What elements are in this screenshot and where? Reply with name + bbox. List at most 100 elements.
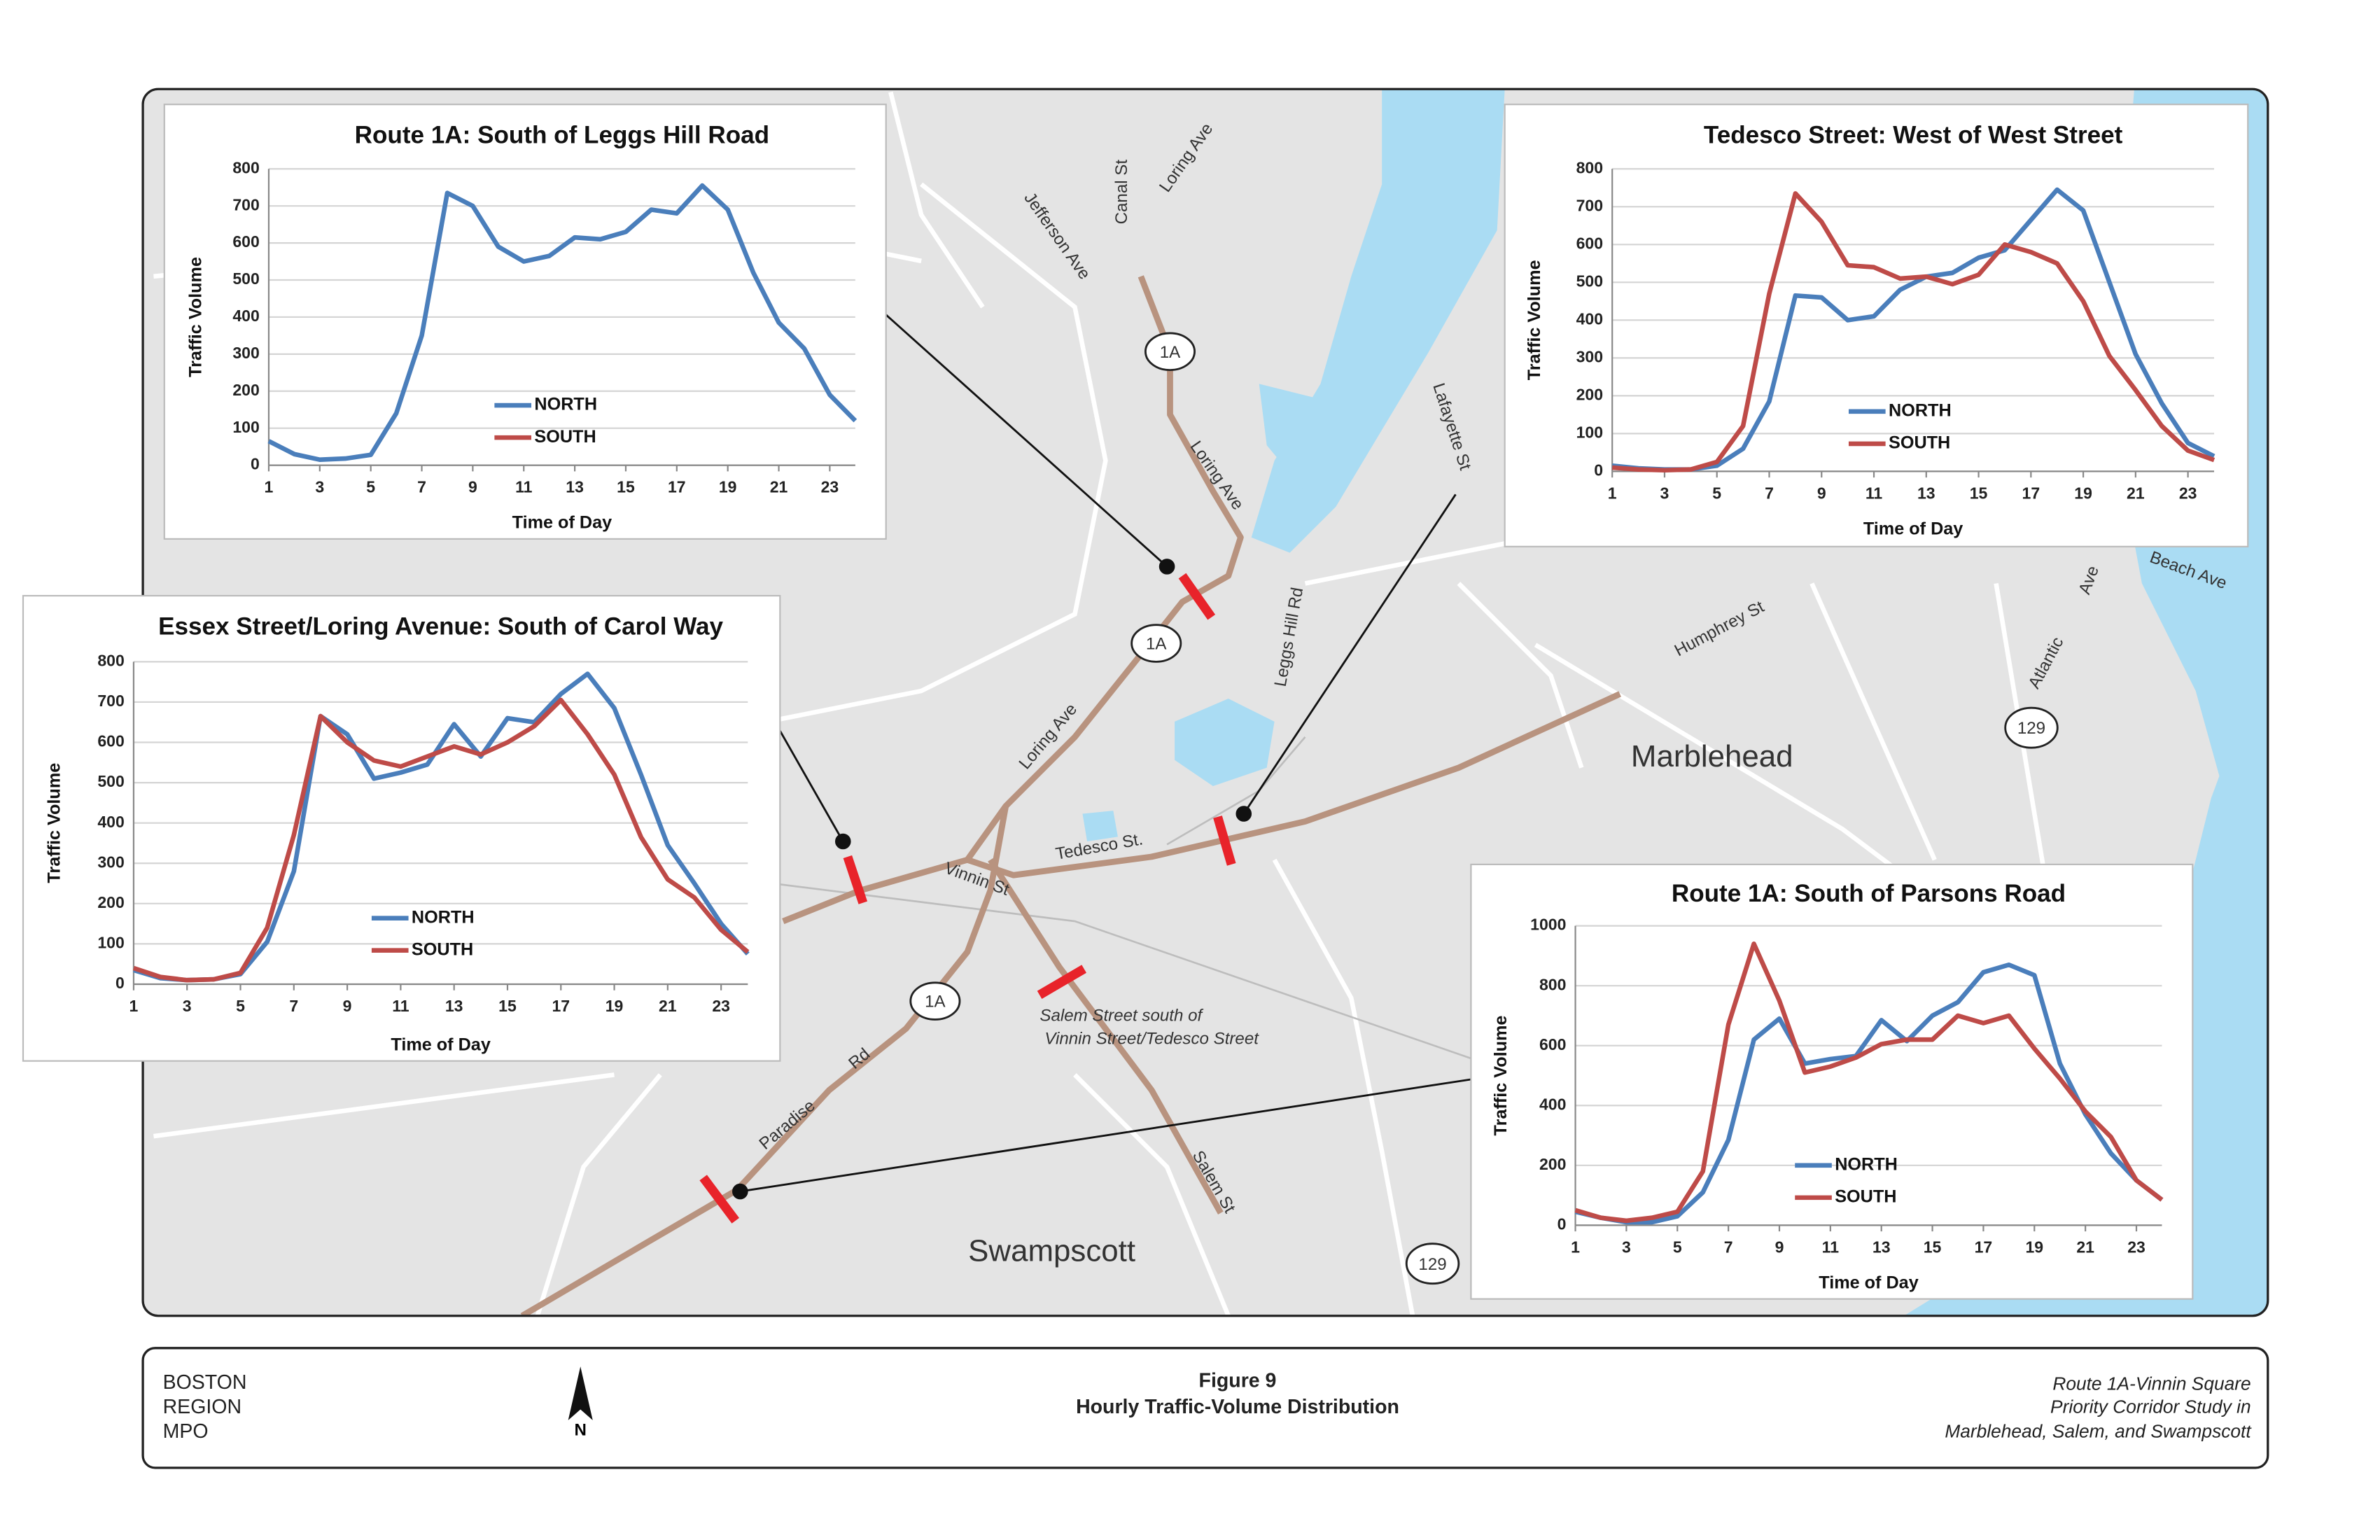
- y-tick-label: 400: [97, 813, 124, 831]
- legend-label: SOUTH: [534, 427, 596, 447]
- pond: [1259, 384, 1352, 491]
- count-marker: [1178, 573, 1216, 620]
- x-tick-label: 1: [130, 997, 139, 1015]
- legend-label: SOUTH: [1835, 1187, 1896, 1207]
- chart-title: Essex Street/Loring Avenue: South of Car…: [158, 612, 723, 640]
- x-tick-label: 23: [712, 997, 730, 1015]
- x-tick-label: 9: [1817, 484, 1826, 502]
- street-label: Canal St: [1112, 160, 1131, 225]
- agency-line: BOSTON: [163, 1371, 247, 1394]
- x-tick-label: 21: [2127, 484, 2145, 502]
- x-tick-label: 19: [719, 478, 737, 496]
- north-label: N: [575, 1421, 587, 1440]
- y-tick-label: 300: [1576, 347, 1603, 365]
- y-tick-label: 300: [232, 344, 259, 362]
- callout-line: [1242, 493, 1457, 815]
- town-label: Swampscott: [968, 1233, 1135, 1268]
- x-tick-label: 1: [265, 478, 274, 496]
- study-line: Marblehead, Salem, and Swampscott: [1945, 1420, 2252, 1441]
- shield-label: 1A: [1146, 635, 1167, 654]
- x-tick-label: 15: [1970, 484, 1988, 502]
- x-tick-label: 23: [2127, 1238, 2146, 1256]
- town-label: Marblehead: [1631, 739, 1793, 774]
- x-tick-label: 21: [659, 997, 677, 1015]
- y-tick-label: 800: [232, 158, 259, 176]
- y-tick-label: 600: [232, 232, 259, 251]
- agency-line: REGION: [163, 1396, 241, 1418]
- x-tick-label: 3: [315, 478, 324, 496]
- legend-label: NORTH: [412, 907, 475, 927]
- x-tick-label: 1: [1608, 484, 1617, 502]
- study-line: Route 1A-Vinnin Square: [2052, 1373, 2250, 1394]
- x-tick-label: 23: [2179, 484, 2197, 502]
- chart-panel: [1470, 863, 2194, 1300]
- chart: Essex Street/Loring Avenue: South of Car…: [22, 594, 781, 1062]
- y-tick-label: 200: [232, 381, 259, 399]
- shield: [1405, 1242, 1460, 1285]
- y-tick-label: 800: [1576, 158, 1603, 176]
- footer: BOSTON REGION MPO N Figure 9 Hourly Traf…: [141, 1347, 2269, 1469]
- study-line: Priority Corridor Study in: [2050, 1396, 2251, 1417]
- route-shields: 1A 1A 1A 129 129: [909, 332, 2059, 1285]
- count-marker: [699, 1175, 740, 1224]
- x-axis-label: Time of Day: [391, 1035, 490, 1054]
- callout-line: [779, 730, 844, 842]
- data-line: [1574, 962, 2164, 1225]
- chart-panel: [22, 594, 781, 1062]
- y-tick-label: 500: [232, 270, 259, 288]
- y-tick-label: 100: [1576, 423, 1603, 441]
- y-tick-label: 400: [1576, 309, 1603, 328]
- y-axis-label: Traffic Volume: [1525, 260, 1544, 380]
- x-tick-label: 11: [1822, 1238, 1840, 1256]
- x-tick-label: 21: [2076, 1238, 2094, 1256]
- x-tick-label: 3: [183, 997, 192, 1015]
- y-tick-label: 200: [1576, 385, 1603, 403]
- legend-label: SOUTH: [1889, 433, 1950, 453]
- y-tick-label: 700: [97, 692, 124, 710]
- chart: Route 1A: South of Leggs Hill Road Traffi…: [163, 104, 887, 540]
- x-tick-label: 17: [668, 478, 686, 496]
- x-tick-label: 13: [566, 478, 584, 496]
- x-tick-label: 7: [1724, 1238, 1733, 1256]
- callout-line: [740, 1078, 1471, 1193]
- x-tick-label: 11: [515, 478, 533, 496]
- data-line: [1574, 941, 2164, 1224]
- shield: [1144, 332, 1196, 372]
- x-tick-label: 17: [552, 997, 570, 1015]
- data-line: [267, 183, 858, 462]
- count-marker: [1213, 816, 1236, 866]
- x-tick-label: 11: [1865, 484, 1883, 502]
- x-tick-label: 3: [1622, 1238, 1631, 1256]
- chart-title: Route 1A: South of Parsons Road: [1672, 880, 2066, 907]
- y-axis-label: Traffic Volume: [45, 763, 64, 883]
- shield-label: 129: [2017, 719, 2045, 738]
- x-tick-label: 7: [289, 997, 298, 1015]
- chart-title: Route 1A: South of Leggs Hill Road: [355, 121, 769, 148]
- x-tick-label: 5: [236, 997, 245, 1015]
- y-tick-label: 500: [97, 772, 124, 790]
- location-label: Salem Street south of: [1040, 1006, 1203, 1025]
- x-tick-label: 13: [1917, 484, 1935, 502]
- y-axis-label: Traffic Volume: [186, 257, 206, 377]
- legend-label: NORTH: [534, 395, 597, 414]
- figure-number: Figure 9: [1199, 1370, 1277, 1392]
- y-tick-label: 0: [1594, 461, 1603, 479]
- shield-label: 1A: [1160, 343, 1181, 362]
- callout-line: [885, 314, 1168, 568]
- x-tick-label: 11: [392, 997, 410, 1015]
- x-tick-label: 15: [617, 478, 635, 496]
- callout-dot: [1158, 559, 1175, 575]
- y-tick-label: 300: [97, 853, 124, 871]
- count-marker: [1037, 965, 1086, 1000]
- x-tick-label: 19: [606, 997, 624, 1015]
- shield: [909, 981, 961, 1021]
- callouts: [732, 314, 1471, 1200]
- y-tick-label: 500: [1576, 272, 1603, 290]
- figure-caption: Hourly Traffic-Volume Distribution: [1076, 1396, 1399, 1418]
- y-tick-label: 600: [97, 732, 124, 750]
- shield-label: 129: [1418, 1255, 1446, 1274]
- chart-panel: [163, 104, 887, 540]
- pond: [1175, 699, 1275, 787]
- y-tick-label: 100: [232, 418, 259, 436]
